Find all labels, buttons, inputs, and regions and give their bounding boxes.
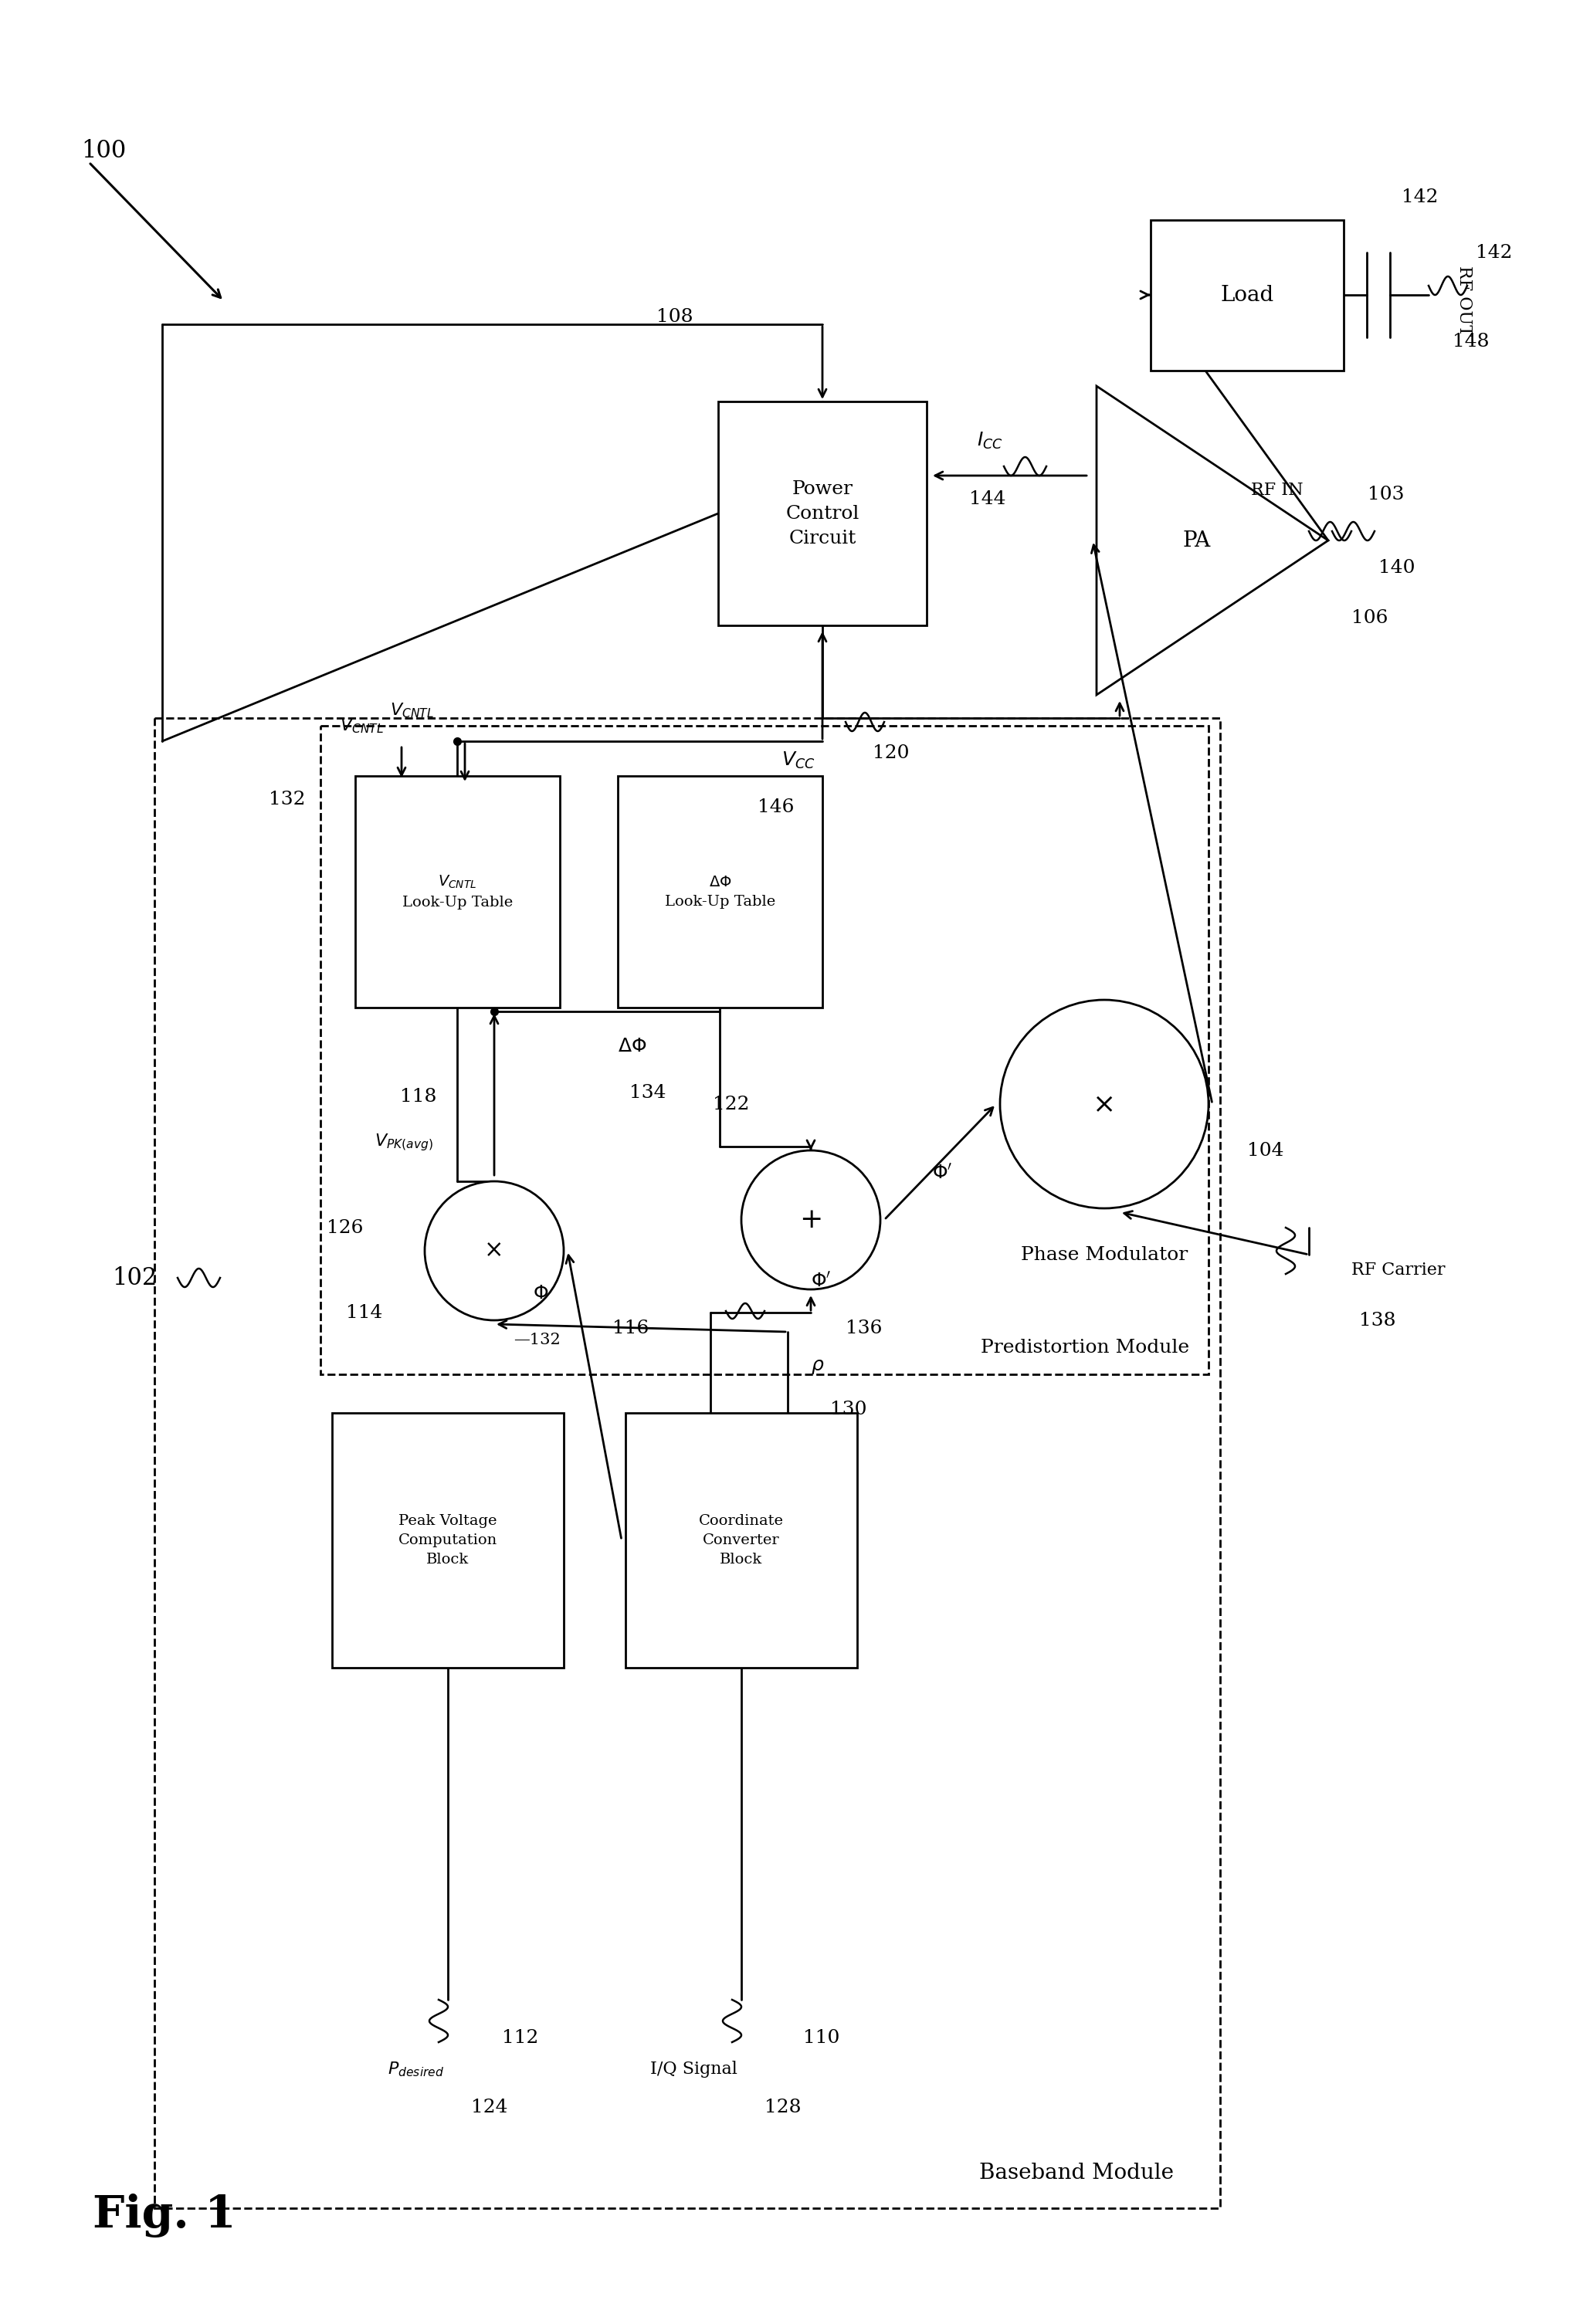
Text: Baseband Module: Baseband Module — [978, 2164, 1173, 2185]
Text: 138: 138 — [1359, 1311, 1395, 1329]
Text: $V_{CNTL}$
Look-Up Table: $V_{CNTL}$ Look-Up Table — [403, 874, 513, 909]
Circle shape — [741, 1150, 881, 1290]
Text: 142: 142 — [1402, 188, 1438, 207]
Text: 134: 134 — [629, 1083, 665, 1102]
Text: $\rho$: $\rho$ — [810, 1357, 824, 1376]
Text: 106: 106 — [1351, 609, 1387, 627]
Text: 116: 116 — [612, 1320, 648, 1336]
Bar — [719, 402, 926, 625]
Text: 142: 142 — [1475, 244, 1513, 260]
Text: $P_{desired}$: $P_{desired}$ — [387, 2059, 444, 2078]
Text: $V_{CNTL}$: $V_{CNTL}$ — [340, 716, 384, 734]
Text: ×: × — [1093, 1090, 1115, 1118]
Text: Predistortion Module: Predistortion Module — [980, 1339, 1189, 1357]
Polygon shape — [1096, 386, 1328, 695]
Text: RF IN: RF IN — [1251, 481, 1302, 500]
Text: 114: 114 — [346, 1304, 382, 1322]
Text: $I_{CC}$: $I_{CC}$ — [977, 430, 1004, 451]
Circle shape — [425, 1181, 563, 1320]
Text: PA: PA — [1183, 530, 1211, 551]
Text: Coordinate
Converter
Block: Coordinate Converter Block — [698, 1513, 783, 1566]
Text: $V_{CC}$: $V_{CC}$ — [782, 751, 815, 772]
Bar — [1150, 221, 1343, 370]
Text: 136: 136 — [846, 1320, 882, 1336]
Text: 140: 140 — [1378, 558, 1416, 576]
Text: 120: 120 — [873, 744, 909, 762]
Bar — [332, 1413, 563, 1669]
Text: 128: 128 — [764, 2099, 801, 2117]
Text: Phase Modulator: Phase Modulator — [1021, 1246, 1188, 1264]
Text: —132: —132 — [513, 1332, 560, 1348]
Circle shape — [1000, 999, 1208, 1208]
Text: RF OUT: RF OUT — [1455, 265, 1472, 337]
Text: 112: 112 — [502, 2029, 538, 2047]
Text: $\Phi$: $\Phi$ — [533, 1285, 549, 1301]
Text: Power
Control
Circuit: Power Control Circuit — [785, 479, 859, 546]
Text: Fig. 1: Fig. 1 — [93, 2194, 236, 2238]
Text: 130: 130 — [831, 1399, 867, 1418]
Text: $\Delta\Phi$
Look-Up Table: $\Delta\Phi$ Look-Up Table — [665, 876, 775, 909]
Text: 144: 144 — [969, 490, 1005, 507]
Text: 108: 108 — [656, 307, 694, 325]
Text: ×: × — [484, 1239, 503, 1262]
Bar — [154, 718, 1221, 2208]
Text: 148: 148 — [1453, 332, 1490, 351]
Bar — [355, 776, 560, 1009]
Text: 146: 146 — [758, 797, 794, 816]
Text: 110: 110 — [804, 2029, 840, 2047]
Text: Load: Load — [1221, 286, 1274, 307]
Text: $\Phi'$: $\Phi'$ — [931, 1164, 952, 1183]
Text: $\Phi'$: $\Phi'$ — [810, 1274, 831, 1290]
Text: 122: 122 — [713, 1095, 749, 1113]
Bar — [321, 725, 1208, 1373]
Text: 124: 124 — [470, 2099, 508, 2117]
Text: 132: 132 — [269, 790, 305, 809]
Text: 100: 100 — [82, 139, 126, 163]
Text: 126: 126 — [326, 1218, 363, 1236]
Text: 104: 104 — [1247, 1141, 1284, 1160]
Text: +: + — [799, 1206, 823, 1234]
Bar — [618, 776, 823, 1009]
Text: 102: 102 — [112, 1267, 157, 1290]
Text: $V_{CNTL}$: $V_{CNTL}$ — [390, 702, 434, 720]
Text: 103: 103 — [1369, 486, 1405, 502]
Bar — [626, 1413, 857, 1669]
Text: I/Q Signal: I/Q Signal — [650, 2061, 738, 2078]
Text: RF Carrier: RF Carrier — [1351, 1262, 1446, 1278]
Text: 118: 118 — [400, 1088, 436, 1106]
Text: Peak Voltage
Computation
Block: Peak Voltage Computation Block — [398, 1513, 497, 1566]
Text: $V_{PK(avg)}$: $V_{PK(avg)}$ — [374, 1132, 434, 1153]
Text: $\Delta\Phi$: $\Delta\Phi$ — [618, 1037, 647, 1055]
